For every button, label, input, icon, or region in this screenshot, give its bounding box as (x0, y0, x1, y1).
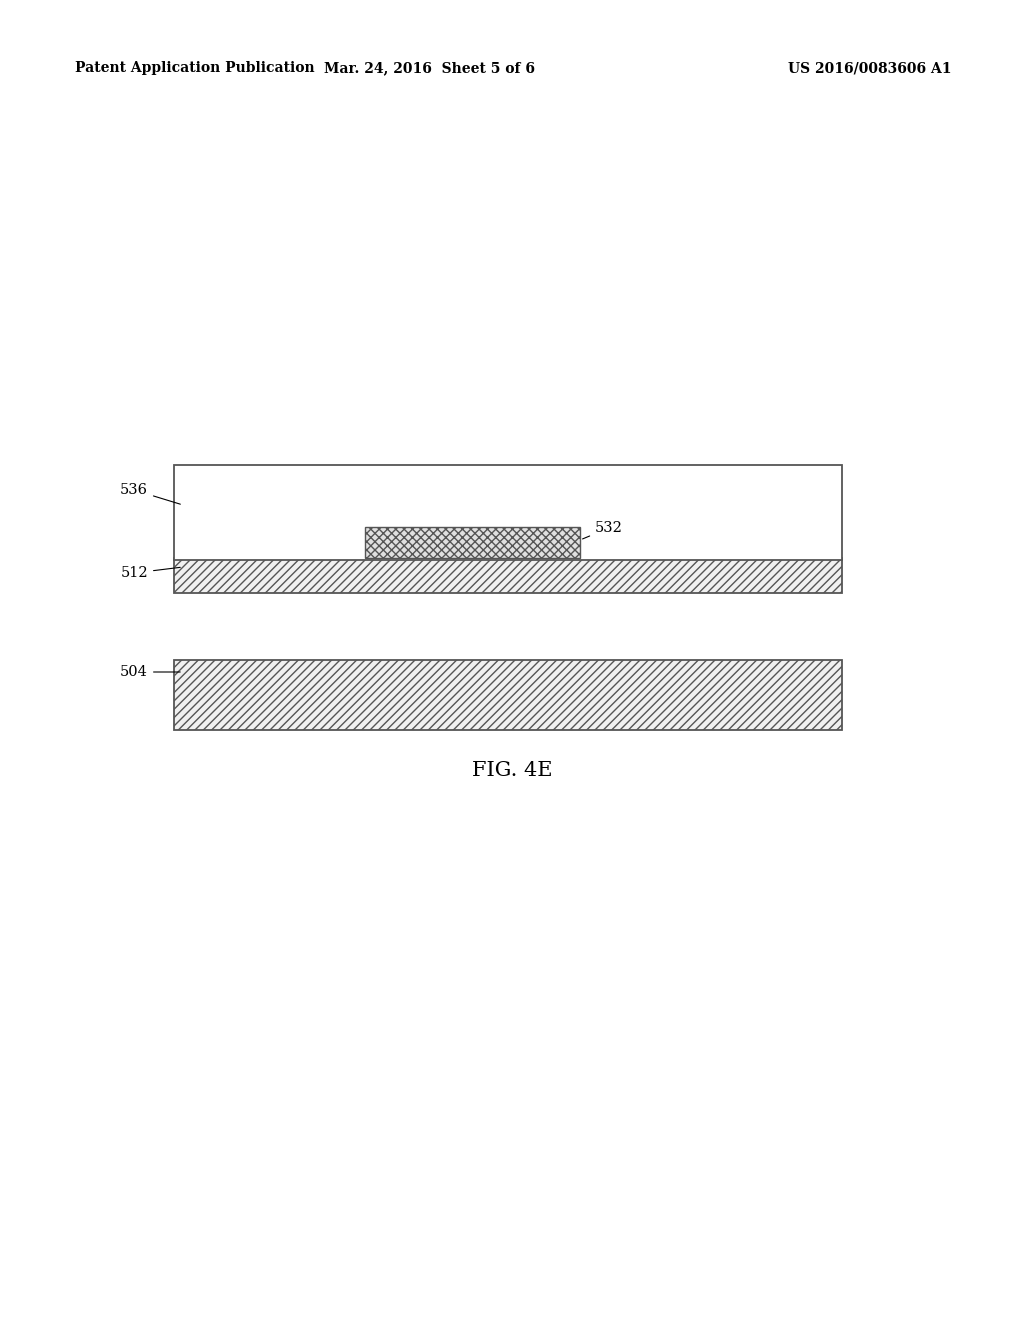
Text: FIG. 4E: FIG. 4E (472, 760, 552, 780)
Text: 512: 512 (121, 566, 180, 579)
Bar (174, 558, 842, 593)
Bar (174, 660, 842, 730)
Text: 532: 532 (583, 521, 623, 539)
Text: 504: 504 (120, 665, 180, 678)
Text: Patent Application Publication: Patent Application Publication (75, 61, 314, 75)
Text: US 2016/0083606 A1: US 2016/0083606 A1 (788, 61, 951, 75)
Bar (174, 465, 842, 560)
Bar (365, 527, 580, 558)
Text: Mar. 24, 2016  Sheet 5 of 6: Mar. 24, 2016 Sheet 5 of 6 (325, 61, 536, 75)
Text: 536: 536 (120, 483, 180, 504)
